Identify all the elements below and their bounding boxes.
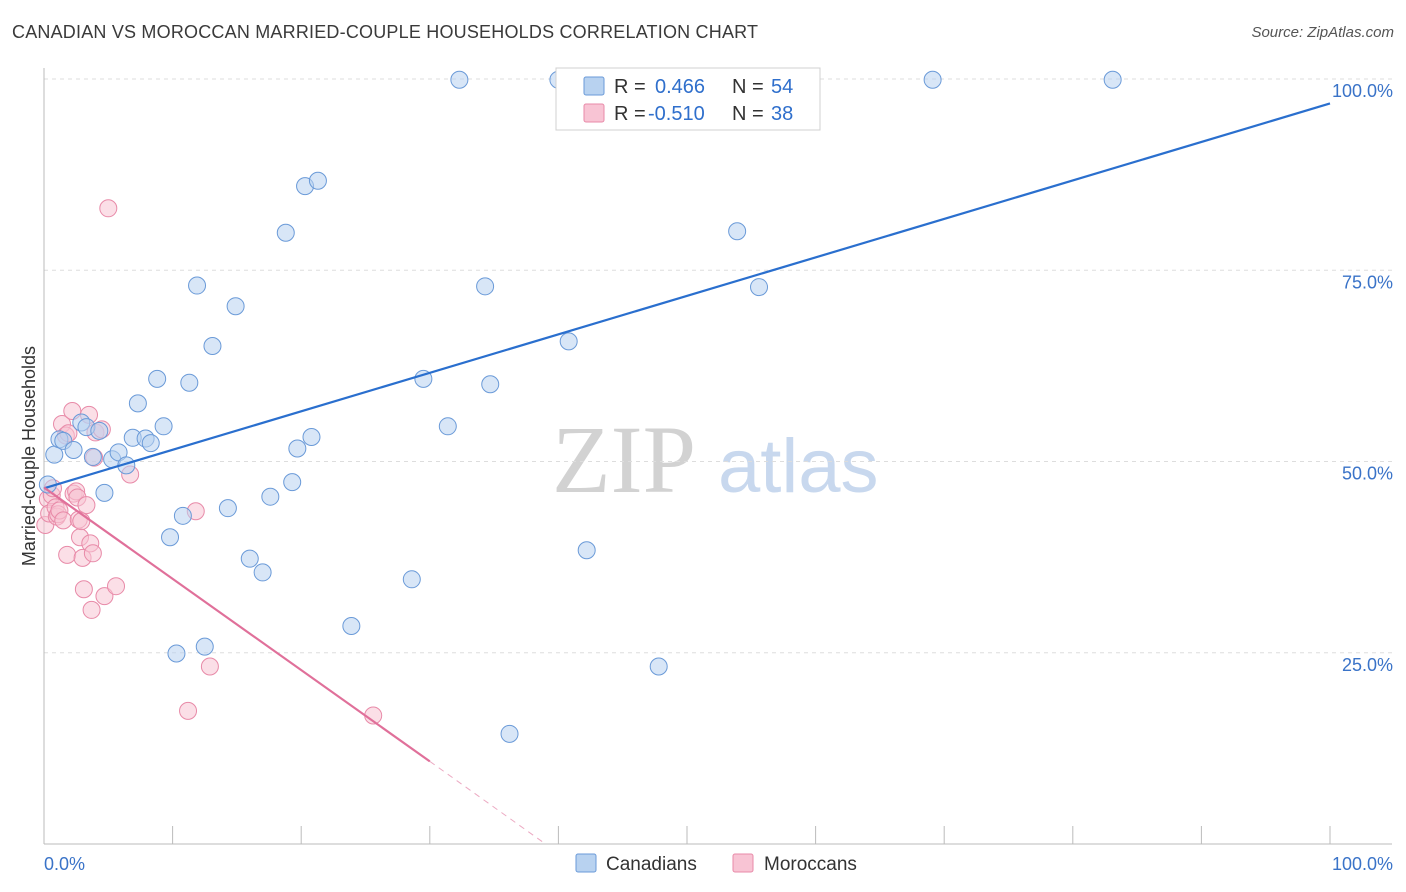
canadians-point bbox=[750, 278, 769, 297]
axes bbox=[43, 68, 1392, 845]
legend-r-label-canadians: R = bbox=[614, 76, 646, 98]
canadians-point bbox=[649, 657, 668, 676]
moroccans-point bbox=[95, 587, 114, 606]
moroccans-point bbox=[200, 657, 219, 676]
canadians-point bbox=[1103, 70, 1122, 89]
canadians-point bbox=[302, 428, 321, 447]
legend-r-label-moroccans: R = bbox=[614, 103, 646, 125]
grid-lines bbox=[44, 78, 1392, 654]
canadians-point bbox=[283, 473, 302, 492]
canadians-point bbox=[195, 637, 214, 656]
canadians-point bbox=[438, 417, 457, 436]
source-label: Source: ZipAtlas.com bbox=[1251, 24, 1394, 41]
moroccans-point bbox=[54, 511, 73, 530]
legend-swatch-canadians bbox=[583, 76, 605, 96]
canadians-point bbox=[559, 332, 578, 351]
canadians-point bbox=[476, 277, 495, 296]
canadians-point bbox=[240, 549, 259, 568]
moroccans-point bbox=[82, 600, 101, 619]
legend-r-value-canadians: 0.466 bbox=[655, 76, 705, 98]
correlation-legend: R = 0.466 N = 54 R = -0.510 N = 38 bbox=[555, 67, 821, 131]
bottom-legend-swatch-moroccans bbox=[732, 853, 754, 873]
canadians-point bbox=[64, 441, 83, 460]
canadians-point bbox=[154, 417, 173, 436]
moroccans-point bbox=[74, 580, 93, 599]
legend-n-label-moroccans: N = bbox=[732, 103, 764, 125]
x-tick-label: 100.0% bbox=[1332, 854, 1393, 874]
legend-n-label-canadians: N = bbox=[732, 76, 764, 98]
bottom-legend-canadians: Canadians bbox=[606, 854, 697, 875]
canadians-point bbox=[402, 570, 421, 589]
canadians-point bbox=[95, 483, 114, 502]
moroccans-trend-extension bbox=[429, 760, 546, 845]
y-tick-label: 25.0% bbox=[1342, 655, 1393, 675]
canadians-point bbox=[90, 421, 109, 440]
watermark-zip: ZIP bbox=[552, 406, 696, 513]
moroccans-points bbox=[36, 199, 383, 725]
y-tick-label: 50.0% bbox=[1342, 464, 1393, 484]
canadians-point bbox=[203, 336, 222, 355]
canadians-point bbox=[188, 276, 207, 295]
bottom-legend-swatch-canadians bbox=[575, 853, 597, 873]
canadians-point bbox=[253, 563, 272, 582]
canadians-points bbox=[38, 70, 1122, 743]
chart-title: CANADIAN VS MOROCCAN MARRIED-COUPLE HOUS… bbox=[12, 22, 759, 42]
canadians-point bbox=[481, 375, 500, 394]
canadians-point bbox=[288, 439, 307, 458]
canadians-point bbox=[577, 541, 596, 560]
legend-r-value-moroccans: -0.510 bbox=[648, 103, 705, 125]
legend-swatch-moroccans bbox=[583, 103, 605, 123]
trend-lines bbox=[43, 102, 1331, 845]
moroccans-point bbox=[77, 496, 96, 515]
series-legend: Canadians Moroccans bbox=[575, 853, 857, 875]
canadians-point bbox=[308, 171, 327, 190]
moroccans-trend-line bbox=[43, 486, 431, 763]
moroccans-point bbox=[58, 545, 77, 564]
canadians-point bbox=[180, 373, 199, 392]
x-tick-label: 0.0% bbox=[44, 854, 85, 874]
x-tick-labels: 0.0% 100.0% bbox=[44, 854, 1393, 874]
canadians-point bbox=[173, 506, 192, 525]
canadians-point bbox=[161, 528, 180, 547]
y-tick-labels: 25.0% 50.0% 75.0% 100.0% bbox=[1332, 81, 1393, 675]
canadians-point bbox=[128, 394, 147, 413]
watermark-atlas: atlas bbox=[718, 424, 879, 509]
bottom-legend-moroccans: Moroccans bbox=[764, 854, 857, 875]
moroccans-point bbox=[107, 577, 126, 596]
canadians-point bbox=[728, 222, 747, 241]
canadians-trend-line bbox=[43, 102, 1331, 490]
y-tick-label: 100.0% bbox=[1332, 81, 1393, 101]
moroccans-point bbox=[179, 701, 198, 720]
legend-n-value-canadians: 54 bbox=[771, 76, 793, 98]
canadians-point bbox=[342, 616, 361, 635]
canadians-point bbox=[148, 369, 167, 388]
canadians-point bbox=[167, 644, 186, 663]
canadians-point bbox=[226, 297, 245, 316]
canadians-point bbox=[276, 223, 295, 242]
canadians-point bbox=[450, 70, 469, 89]
moroccans-point bbox=[83, 544, 102, 563]
canadians-point bbox=[218, 499, 237, 518]
canadians-point bbox=[923, 70, 942, 89]
y-tick-label: 75.0% bbox=[1342, 272, 1393, 292]
canadians-point bbox=[141, 434, 160, 453]
canadians-point bbox=[500, 724, 519, 743]
moroccans-point bbox=[99, 199, 118, 218]
canadians-point bbox=[261, 487, 280, 506]
canadians-point bbox=[83, 447, 102, 466]
y-axis-label: Married-couple Households bbox=[19, 346, 39, 566]
legend-n-value-moroccans: 38 bbox=[771, 103, 793, 125]
